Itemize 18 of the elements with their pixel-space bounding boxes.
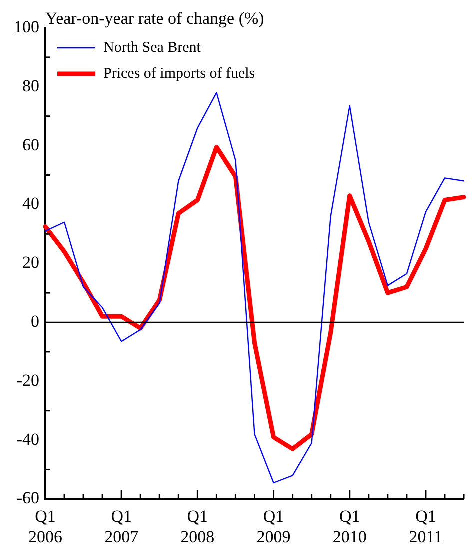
y-tick-label: 20	[22, 253, 40, 272]
y-tick-label: 60	[22, 135, 40, 154]
x-tick-label: Q1 2006	[28, 506, 62, 546]
y-tick-label: 80	[22, 76, 40, 96]
y-tick-label: 40	[22, 194, 40, 214]
x-tick-label: Q1 2010	[332, 506, 367, 546]
y-tick-label: -40	[16, 430, 40, 449]
x-tick-label: Q1 2007	[104, 506, 140, 546]
y-axis-title: Year-on-year rate of change (%)	[46, 9, 264, 28]
x-tick-label: Q1 2011	[409, 506, 443, 546]
y-tick-label: 100	[14, 17, 40, 36]
x-tick-label: Q1 2009	[256, 506, 291, 546]
y-tick-label: 0	[31, 312, 40, 331]
legend-label: North Sea Brent	[104, 40, 202, 56]
x-tick-label: Q1 2008	[180, 506, 215, 546]
y-tick-label: -20	[16, 370, 40, 390]
y-tick-label: -60	[16, 488, 40, 508]
legend-label: Prices of imports of fuels	[104, 66, 256, 82]
